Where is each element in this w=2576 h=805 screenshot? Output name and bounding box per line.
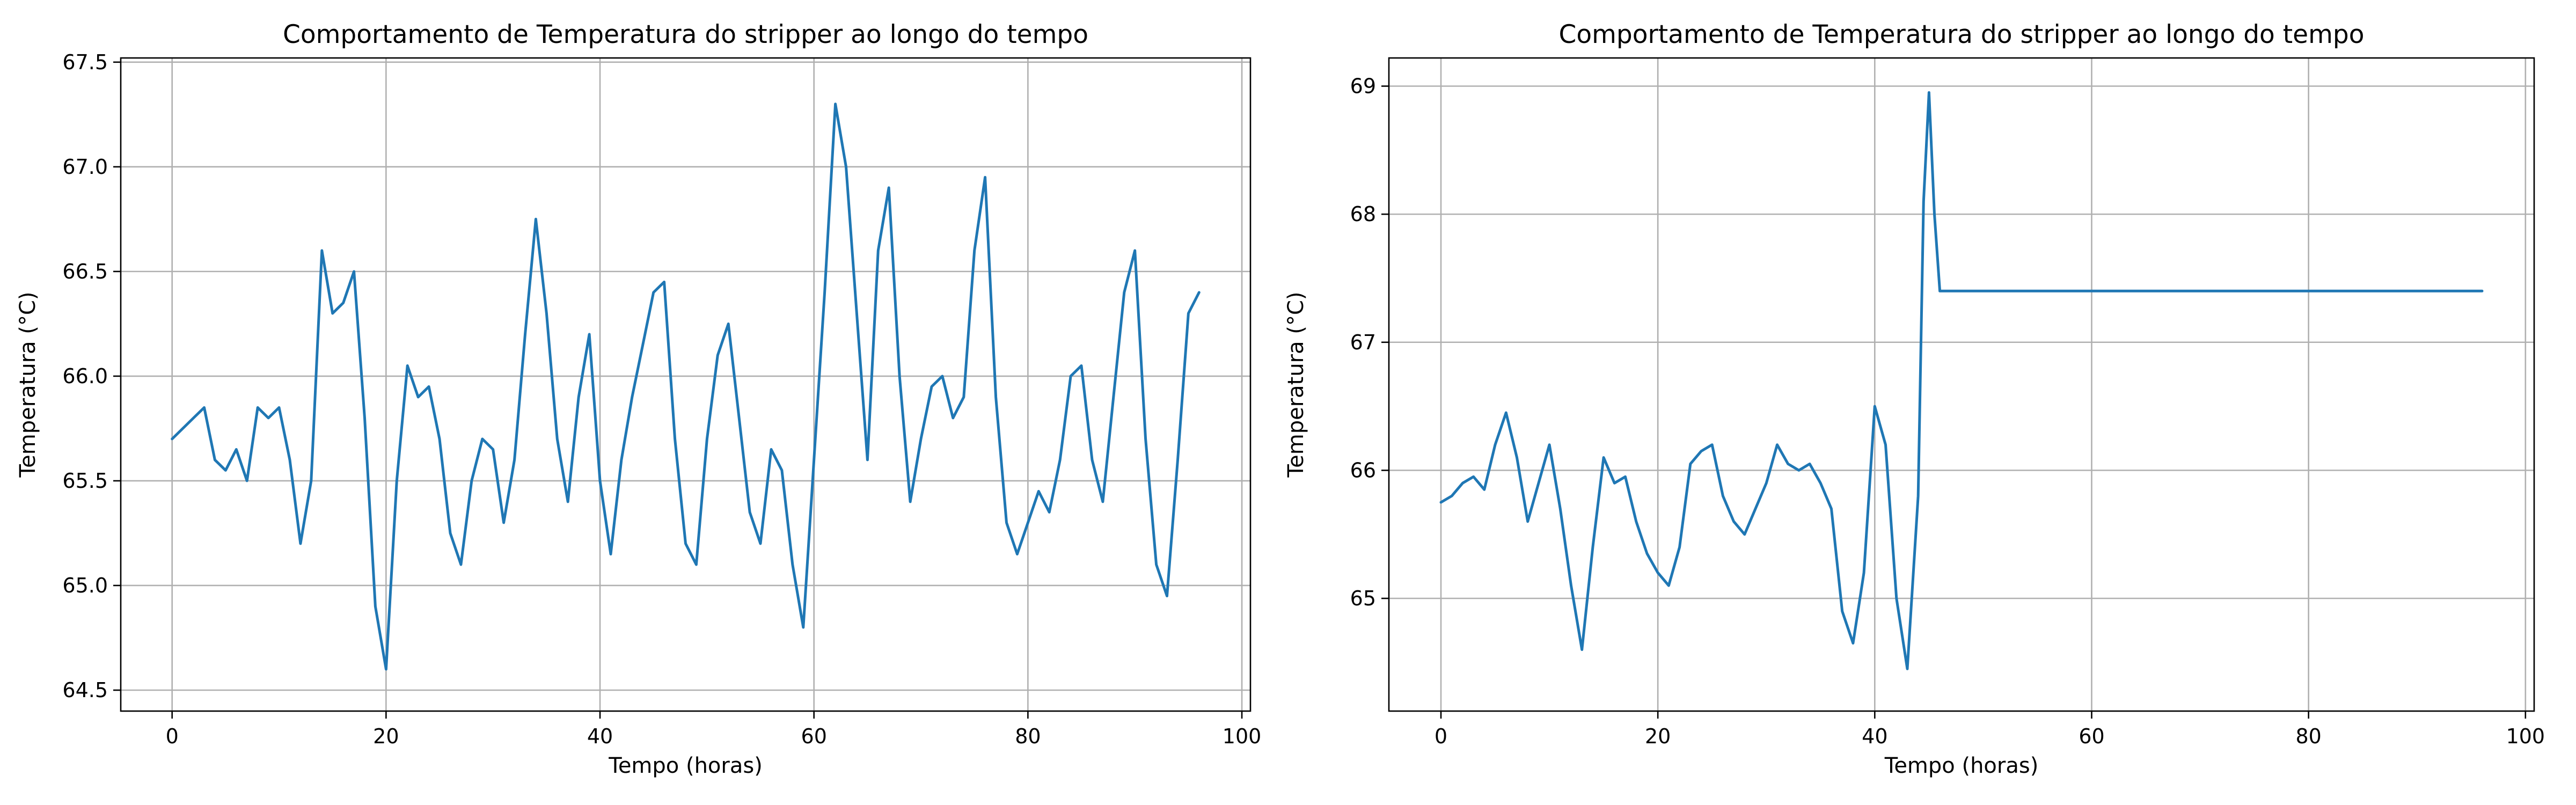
y-tick-label: 67.0 xyxy=(62,155,108,179)
y-axis-label: Temperatura (°C) xyxy=(16,291,40,478)
series-line xyxy=(171,103,1201,671)
plot-frame xyxy=(1388,57,2535,712)
y-tick-label: 64.5 xyxy=(62,678,108,702)
chart-panel-right: 0 20 40 60 80 100 65 66 67 68 69 Comportamento de … xyxy=(1284,20,2545,778)
y-axis-label: Temperatura (°C) xyxy=(1284,291,1308,478)
y-tick-label: 65 xyxy=(1350,587,1376,610)
x-tick-label: 60 xyxy=(2079,724,2104,748)
y-tick-label: 68 xyxy=(1350,202,1376,226)
y-tick-label: 67.5 xyxy=(62,50,108,74)
x-tick-label: 80 xyxy=(1015,724,1041,748)
x-tick-label: 100 xyxy=(1223,724,1262,748)
plot-frame xyxy=(120,57,1252,712)
y-tick-label: 66.0 xyxy=(62,364,108,388)
x-tick-label: 40 xyxy=(1862,724,1887,748)
grid xyxy=(121,58,1250,711)
x-tick-label: 40 xyxy=(587,724,613,748)
series-line xyxy=(1439,91,2484,670)
axis-ticks: 0 20 40 60 80 100 64.5 65.0 65.5 66.0 66.5 67.0 67.5 xyxy=(62,50,1261,748)
chart-title: Comportamento de Temperatura do stripper… xyxy=(1559,20,2365,49)
y-tick-label: 67 xyxy=(1350,331,1376,354)
x-tick-label: 0 xyxy=(1435,724,1447,748)
x-tick-label: 100 xyxy=(2506,724,2545,748)
y-tick-label: 66 xyxy=(1350,458,1376,482)
x-tick-label: 80 xyxy=(2295,724,2321,748)
x-axis-label: Tempo (horas) xyxy=(608,753,763,778)
chart-title: Comportamento de Temperatura do stripper… xyxy=(283,20,1088,49)
grid xyxy=(1389,58,2534,711)
axis-ticks: 0 20 40 60 80 100 65 66 67 68 69 xyxy=(1350,74,2545,748)
x-axis-label: Tempo (horas) xyxy=(1884,753,2039,778)
x-tick-label: 0 xyxy=(166,724,179,748)
chart-panel-left: 0 20 40 60 80 100 64.5 65.0 65.5 66.0 66.5 67.0 67.5… xyxy=(16,20,1261,778)
x-tick-label: 20 xyxy=(1645,724,1671,748)
y-tick-label: 65.5 xyxy=(62,469,108,493)
x-tick-label: 20 xyxy=(373,724,399,748)
x-tick-label: 60 xyxy=(801,724,827,748)
y-tick-label: 69 xyxy=(1350,74,1376,98)
y-tick-label: 65.0 xyxy=(62,574,108,597)
y-tick-label: 66.5 xyxy=(62,260,108,283)
